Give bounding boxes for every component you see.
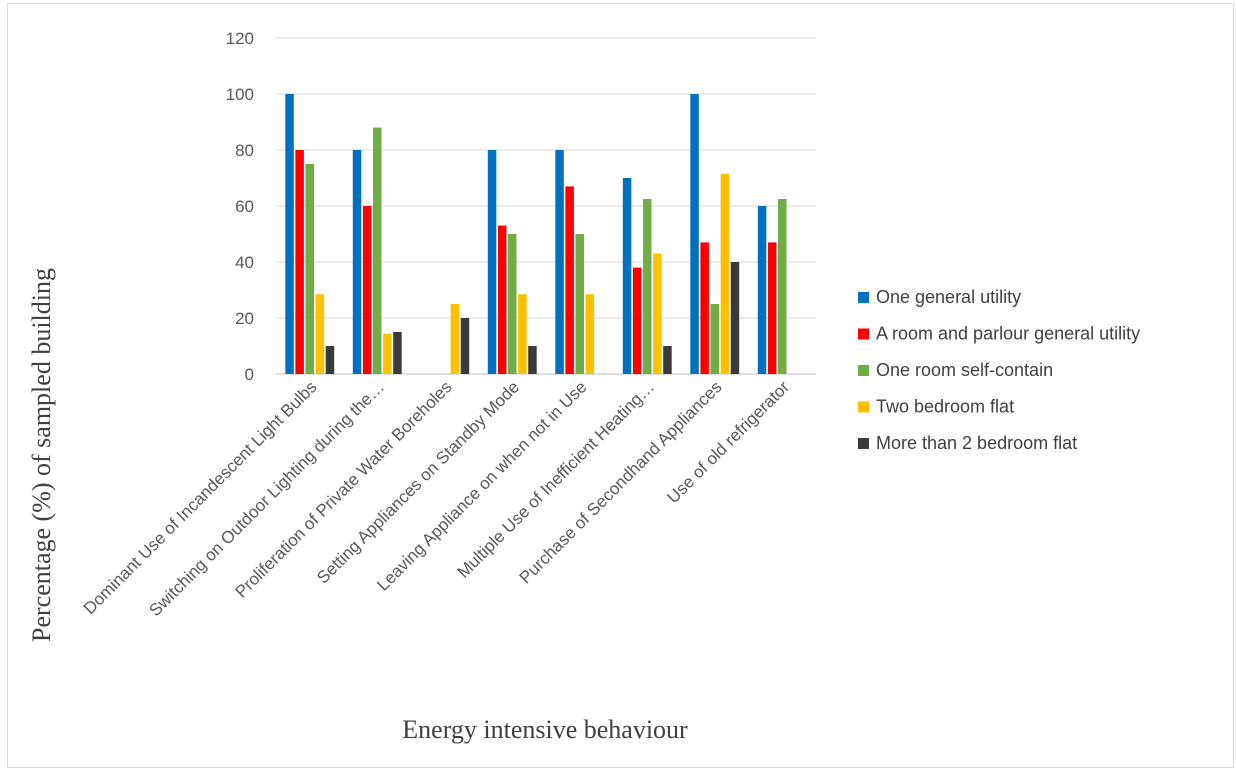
y-axis-title: Percentage (%) of sampled building <box>27 268 56 642</box>
bar <box>585 294 595 374</box>
bar <box>362 206 372 374</box>
bar <box>778 199 787 374</box>
bar <box>352 150 362 374</box>
y-tick-label: 40 <box>235 253 254 272</box>
y-tick-label: 120 <box>226 29 254 48</box>
bar <box>767 242 777 374</box>
bar <box>497 225 507 374</box>
x-axis-category-labels: Dominant Use of Incandescent Light Bulbs… <box>80 377 793 620</box>
legend-label: One general utility <box>876 287 1021 307</box>
y-tick-label: 20 <box>235 309 254 328</box>
legend-swatch <box>858 365 869 376</box>
y-axis-tick-labels: 0 20 40 60 80 100 120 <box>226 29 254 384</box>
y-tick-label: 100 <box>226 85 254 104</box>
bar <box>460 318 470 374</box>
bar <box>450 304 460 374</box>
bar <box>325 346 335 374</box>
bar <box>757 206 767 374</box>
bar <box>700 242 709 374</box>
y-tick-label: 0 <box>245 365 254 384</box>
bar <box>663 346 672 374</box>
legend-swatch <box>858 401 869 413</box>
y-tick-label: 80 <box>235 141 254 160</box>
bar <box>643 199 652 374</box>
bar <box>487 150 497 374</box>
bar <box>295 150 304 374</box>
legend-label: A room and parlour general utility <box>876 324 1140 344</box>
category-label: Dominant Use of Incandescent Light Bulbs <box>80 377 321 618</box>
x-axis-title: Energy intensive behaviour <box>402 715 688 744</box>
bar <box>383 333 392 374</box>
legend-label: More than 2 bedroom flat <box>876 433 1077 453</box>
legend-swatch <box>858 292 869 303</box>
bar <box>730 262 740 374</box>
bar <box>690 94 699 374</box>
category-label: Switching on Outdoor Lighting during the… <box>145 377 388 620</box>
chart-frame <box>7 3 1234 768</box>
bar <box>528 346 537 374</box>
legend: One general utility A room and parlour ge… <box>858 287 1140 453</box>
bar <box>575 234 584 374</box>
bar <box>373 127 382 374</box>
bar <box>518 294 527 374</box>
bar <box>565 186 574 374</box>
legend-swatch <box>858 328 869 340</box>
bar <box>622 178 632 374</box>
bar <box>315 294 325 374</box>
bar <box>393 332 402 374</box>
bar <box>285 94 294 374</box>
bar <box>555 150 564 374</box>
legend-swatch <box>858 438 869 449</box>
y-tick-label: 60 <box>235 197 254 216</box>
bar <box>720 173 730 374</box>
bar <box>653 253 662 374</box>
category-label: Use of old refrigerator <box>663 377 793 507</box>
bar <box>710 304 719 374</box>
legend-label: Two bedroom flat <box>876 397 1014 417</box>
bar <box>632 267 642 374</box>
bars <box>285 94 787 374</box>
bar <box>508 234 517 374</box>
legend-label: One room self-contain <box>876 360 1053 380</box>
bar <box>305 164 314 374</box>
